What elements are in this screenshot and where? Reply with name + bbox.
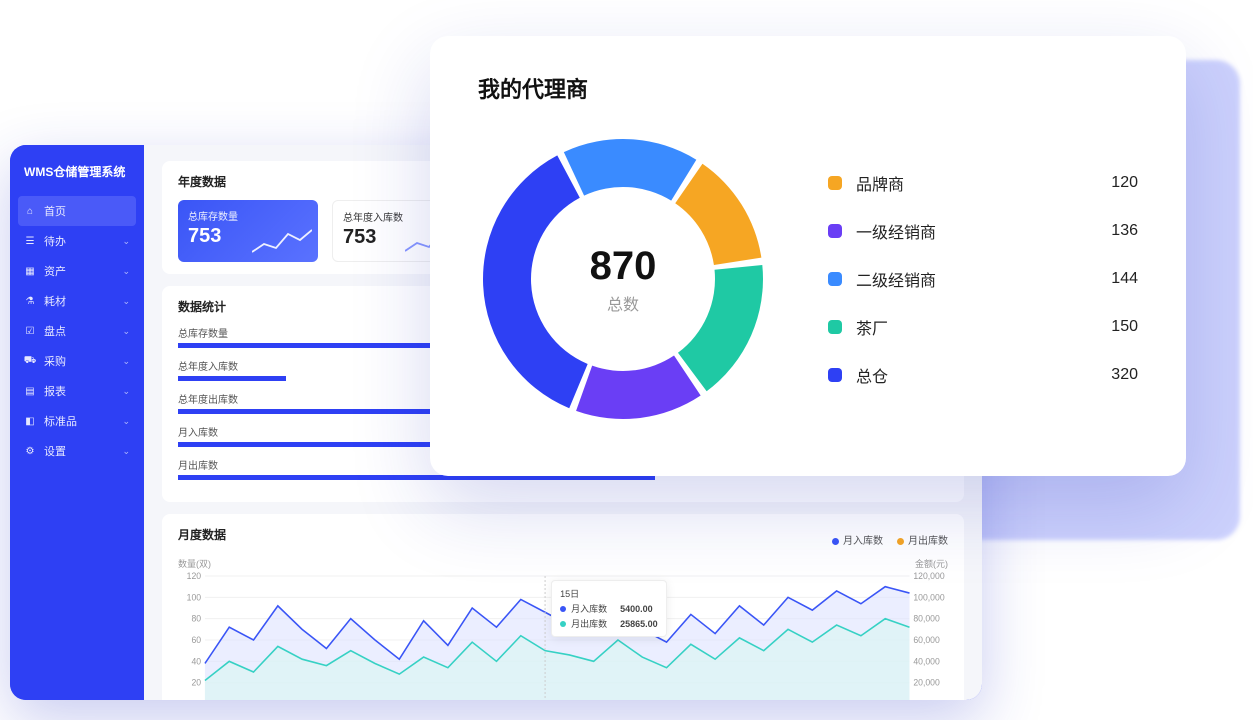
svg-text:40,000: 40,000 [913, 656, 940, 666]
legend-swatch [828, 176, 842, 190]
agents-legend: 品牌商 120 一级经销商 136 二级经销商 144 茶厂 150 总仓 320 [828, 159, 1138, 399]
sidebar-item-label: 采购 [44, 353, 66, 369]
legend-swatch [828, 368, 842, 382]
sidebar-item-inventory[interactable]: ☑ 盘点 ⌄ [10, 316, 144, 346]
material-icon: ⚗ [24, 295, 36, 307]
stat-bar [178, 376, 286, 381]
svg-text:80: 80 [191, 614, 201, 624]
monthly-chart: 0 0 20 20,000 40 40,000 60 60,000 80 80,000 100 100… [178, 572, 948, 700]
monthly-tooltip: 15日月入库数5400.00 月出库数25865.00 [551, 580, 667, 637]
monthly-legend: 月入库数月出库数 [832, 532, 948, 547]
chevron-down-icon: ⌄ [122, 296, 130, 307]
sidebar-item-home[interactable]: ⌂ 首页 [18, 196, 136, 226]
svg-text:120,000: 120,000 [913, 572, 944, 581]
donut-total: 870 [590, 244, 657, 289]
agents-card: 我的代理商 870 总数 品牌商 120 一级经销商 136 二级经销商 144 茶厂 150… [430, 36, 1186, 476]
annual-card[interactable]: 总库存数量 753 [178, 200, 318, 262]
sidebar-item-standard[interactable]: ◧ 标准品 ⌄ [10, 406, 144, 436]
chevron-down-icon: ⌄ [122, 266, 130, 277]
monthly-title: 月度数据 [178, 526, 226, 543]
svg-text:60,000: 60,000 [913, 635, 940, 645]
chevron-down-icon: ⌄ [122, 386, 130, 397]
tooltip-row: 月出库数25865.00 [560, 617, 658, 630]
sidebar-item-purchase[interactable]: ⛟ 采购 ⌄ [10, 346, 144, 376]
stat-bar [178, 442, 440, 447]
legend-value: 150 [1111, 318, 1138, 336]
settings-icon: ⚙ [24, 445, 36, 457]
sidebar-item-label: 设置 [44, 443, 66, 459]
sidebar-item-settings[interactable]: ⚙ 设置 ⌄ [10, 436, 144, 466]
home-icon: ⌂ [24, 205, 36, 217]
tooltip-row: 月入库数5400.00 [560, 602, 658, 615]
agent-legend-row: 二级经销商 144 [828, 255, 1138, 303]
standard-icon: ◧ [24, 415, 36, 427]
sidebar-item-label: 资产 [44, 263, 66, 279]
monthly-panel: 月度数据 月入库数月出库数 数量(双) 金额(元) 0 0 20 20,000 40 40… [162, 514, 964, 700]
sidebar: WMS仓储管理系统 ⌂ 首页 ☰ 待办 ⌄▦ 资产 ⌄⚗ 耗材 ⌄☑ 盘点 ⌄⛟… [10, 145, 144, 700]
agents-title: 我的代理商 [478, 72, 1138, 104]
svg-text:0: 0 [196, 699, 201, 700]
legend-value: 136 [1111, 222, 1138, 240]
legend-label: 总仓 [856, 363, 888, 387]
sidebar-item-label: 待办 [44, 233, 66, 249]
legend-label: 一级经销商 [856, 219, 936, 243]
legend-swatch [828, 272, 842, 286]
y-right-label: 金额(元) [915, 557, 948, 570]
inventory-icon: ☑ [24, 325, 36, 337]
legend-item: 月出库数 [897, 532, 948, 547]
sidebar-item-label: 耗材 [44, 293, 66, 309]
purchase-icon: ⛟ [24, 355, 36, 367]
legend-value: 120 [1111, 174, 1138, 192]
stat-bar [178, 409, 471, 414]
chevron-down-icon: ⌄ [122, 326, 130, 337]
legend-value: 144 [1111, 270, 1138, 288]
legend-item: 月入库数 [832, 532, 883, 547]
donut-total-label: 总数 [607, 291, 639, 315]
svg-text:40: 40 [191, 656, 201, 666]
tooltip-title: 15日 [560, 587, 658, 600]
svg-text:100,000: 100,000 [913, 592, 944, 602]
legend-label: 品牌商 [856, 171, 904, 195]
chevron-down-icon: ⌄ [122, 416, 130, 427]
asset-icon: ▦ [24, 265, 36, 277]
todo-icon: ☰ [24, 235, 36, 247]
chevron-down-icon: ⌄ [122, 236, 130, 247]
legend-label: 茶厂 [856, 315, 888, 339]
nav-list: ⌂ 首页 ☰ 待办 ⌄▦ 资产 ⌄⚗ 耗材 ⌄☑ 盘点 ⌄⛟ 采购 ⌄▤ 报表 … [10, 196, 144, 466]
donut-center: 870 总数 [478, 134, 768, 424]
report-icon: ▤ [24, 385, 36, 397]
svg-text:60: 60 [191, 635, 201, 645]
svg-text:100: 100 [187, 592, 202, 602]
agent-legend-row: 茶厂 150 [828, 303, 1138, 351]
svg-text:80,000: 80,000 [913, 614, 940, 624]
sparkline [252, 226, 312, 258]
sidebar-item-label: 报表 [44, 383, 66, 399]
sidebar-item-label: 首页 [44, 203, 66, 219]
sidebar-item-report[interactable]: ▤ 报表 ⌄ [10, 376, 144, 406]
sidebar-item-material[interactable]: ⚗ 耗材 ⌄ [10, 286, 144, 316]
sidebar-item-label: 盘点 [44, 323, 66, 339]
sidebar-item-asset[interactable]: ▦ 资产 ⌄ [10, 256, 144, 286]
agent-legend-row: 品牌商 120 [828, 159, 1138, 207]
chevron-down-icon: ⌄ [122, 356, 130, 367]
agent-legend-row: 总仓 320 [828, 351, 1138, 399]
y-left-label: 数量(双) [178, 557, 211, 570]
svg-text:20,000: 20,000 [913, 678, 940, 688]
chevron-down-icon: ⌄ [122, 446, 130, 457]
legend-swatch [828, 224, 842, 238]
card-label: 总库存数量 [188, 208, 308, 223]
svg-text:20: 20 [191, 678, 201, 688]
legend-swatch [828, 320, 842, 334]
svg-text:120: 120 [187, 572, 202, 581]
sidebar-item-label: 标准品 [44, 413, 77, 429]
donut-chart: 870 总数 [478, 134, 768, 424]
brand-title: WMS仓储管理系统 [10, 163, 144, 196]
agent-legend-row: 一级经销商 136 [828, 207, 1138, 255]
svg-text:0: 0 [913, 699, 918, 700]
legend-label: 二级经销商 [856, 267, 936, 291]
legend-value: 320 [1111, 366, 1138, 384]
sidebar-item-todo[interactable]: ☰ 待办 ⌄ [10, 226, 144, 256]
